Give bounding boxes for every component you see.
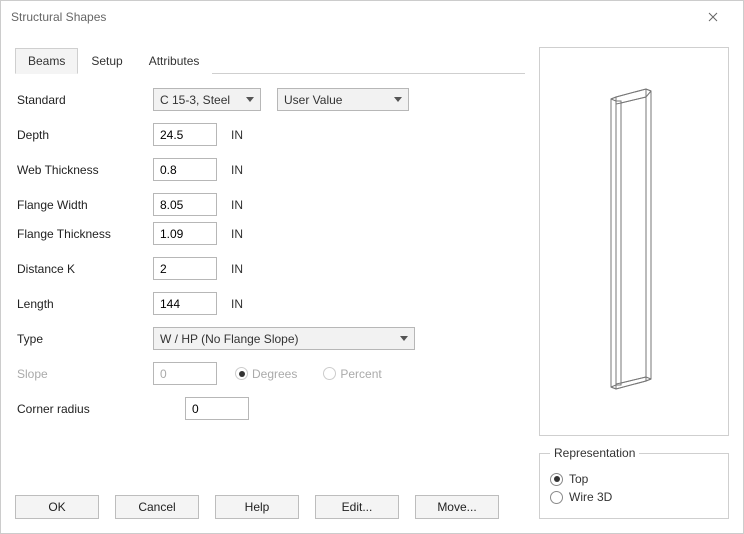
- close-icon[interactable]: [693, 1, 733, 33]
- window-title: Structural Shapes: [11, 10, 693, 24]
- move-button[interactable]: Move...: [415, 495, 499, 519]
- beams-form: Standard C 15-3, Steel User Value Depth …: [15, 74, 525, 428]
- left-column: Beams Setup Attributes Standard C 15-3, …: [15, 37, 525, 519]
- distance-k-input[interactable]: [153, 257, 217, 280]
- radio-icon: [235, 367, 248, 380]
- representation-legend: Representation: [550, 446, 639, 460]
- dialog-window: Structural Shapes Beams Setup Attributes…: [0, 0, 744, 534]
- slope-percent-label: Percent: [340, 367, 381, 381]
- radio-icon: [550, 473, 563, 486]
- user-value-select[interactable]: User Value: [277, 88, 409, 111]
- distance-k-label: Distance K: [17, 262, 145, 276]
- flange-thickness-label: Flange Thickness: [17, 227, 145, 241]
- representation-group: Representation Top Wire 3D: [539, 446, 729, 519]
- representation-top-label: Top: [569, 472, 588, 486]
- standard-label: Standard: [17, 93, 145, 107]
- corner-radius-label: Corner radius: [17, 402, 145, 416]
- tab-beams[interactable]: Beams: [15, 48, 78, 74]
- row-distance-k: Distance K IN: [17, 257, 519, 280]
- row-slope: Slope Degrees Percent: [17, 362, 519, 385]
- tab-setup[interactable]: Setup: [78, 48, 135, 74]
- row-depth: Depth IN: [17, 123, 519, 146]
- distance-k-unit: IN: [231, 262, 243, 276]
- flange-thickness-unit: IN: [231, 227, 243, 241]
- representation-wire3d-radio[interactable]: Wire 3D: [550, 490, 718, 504]
- length-unit: IN: [231, 297, 243, 311]
- type-select[interactable]: W / HP (No Flange Slope): [153, 327, 415, 350]
- chevron-down-icon: [394, 97, 402, 102]
- beam-preview-icon: [554, 77, 714, 407]
- depth-unit: IN: [231, 128, 243, 142]
- flange-width-input[interactable]: [153, 193, 217, 216]
- type-label: Type: [17, 332, 145, 346]
- representation-top-radio[interactable]: Top: [550, 472, 718, 486]
- representation-wire3d-label: Wire 3D: [569, 490, 612, 504]
- flange-thickness-input[interactable]: [153, 222, 217, 245]
- web-thickness-unit: IN: [231, 163, 243, 177]
- edit-button[interactable]: Edit...: [315, 495, 399, 519]
- help-button[interactable]: Help: [215, 495, 299, 519]
- length-label: Length: [17, 297, 145, 311]
- row-web-thickness: Web Thickness IN: [17, 158, 519, 181]
- web-thickness-label: Web Thickness: [17, 163, 145, 177]
- slope-input: [153, 362, 217, 385]
- length-input[interactable]: [153, 292, 217, 315]
- standard-select[interactable]: C 15-3, Steel: [153, 88, 261, 111]
- slope-degrees-label: Degrees: [252, 367, 297, 381]
- dialog-body: Beams Setup Attributes Standard C 15-3, …: [1, 33, 743, 533]
- type-select-value: W / HP (No Flange Slope): [160, 332, 299, 346]
- row-flange-width: Flange Width IN: [17, 193, 519, 216]
- row-flange-thickness: Flange Thickness IN: [17, 222, 519, 245]
- row-standard: Standard C 15-3, Steel User Value: [17, 88, 519, 111]
- right-column: Representation Top Wire 3D: [539, 37, 729, 519]
- radio-icon: [550, 491, 563, 504]
- chevron-down-icon: [246, 97, 254, 102]
- flange-width-label: Flange Width: [17, 198, 145, 212]
- row-type: Type W / HP (No Flange Slope): [17, 327, 519, 350]
- button-row: OK Cancel Help Edit... Move...: [15, 489, 525, 519]
- slope-label: Slope: [17, 367, 145, 381]
- tab-attributes[interactable]: Attributes: [136, 48, 213, 74]
- tab-bar: Beams Setup Attributes: [15, 47, 525, 74]
- flange-width-unit: IN: [231, 198, 243, 212]
- titlebar: Structural Shapes: [1, 1, 743, 33]
- standard-select-value: C 15-3, Steel: [160, 93, 230, 107]
- ok-button[interactable]: OK: [15, 495, 99, 519]
- depth-label: Depth: [17, 128, 145, 142]
- web-thickness-input[interactable]: [153, 158, 217, 181]
- slope-percent-radio: Percent: [323, 367, 381, 381]
- preview-panel: [539, 47, 729, 436]
- chevron-down-icon: [400, 336, 408, 341]
- row-length: Length IN: [17, 292, 519, 315]
- cancel-button[interactable]: Cancel: [115, 495, 199, 519]
- depth-input[interactable]: [153, 123, 217, 146]
- row-corner-radius: Corner radius: [17, 397, 519, 420]
- corner-radius-input[interactable]: [185, 397, 249, 420]
- radio-icon: [323, 367, 336, 380]
- slope-degrees-radio: Degrees: [235, 367, 297, 381]
- user-value-select-label: User Value: [284, 93, 342, 107]
